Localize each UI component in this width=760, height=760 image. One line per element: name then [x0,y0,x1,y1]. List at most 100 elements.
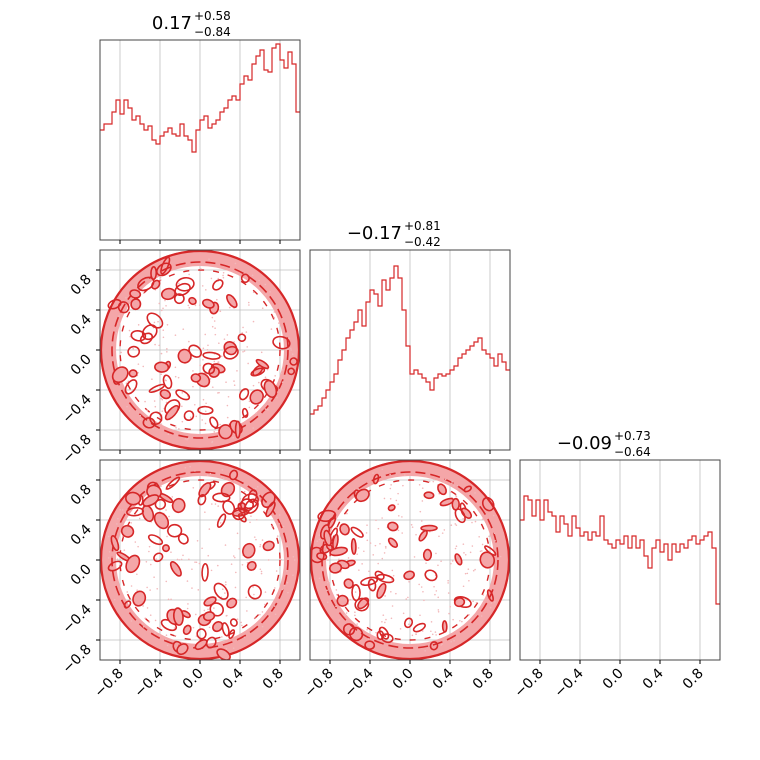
sample-point [326,589,328,592]
sample-point [165,580,168,583]
panel-title-value: −0.09 [557,433,612,454]
sample-point [201,419,204,421]
sample-point [345,612,348,614]
sample-point [225,381,227,384]
sample-point [452,618,454,621]
x-tick-label: 0.0 [600,666,627,693]
sample-point [274,587,276,589]
sample-point [267,559,270,561]
histogram-panel-2: −0.17 +0.81 −0.42 [309,219,511,451]
sample-point [199,364,201,367]
contour-island [197,493,207,506]
sample-point [474,492,476,494]
contour-island [339,523,350,536]
sample-point [260,572,263,575]
sample-point [142,605,144,607]
sample-point [160,485,162,488]
sample-point [455,524,458,526]
contour-panel-2-1 [99,249,301,451]
sample-point [148,545,151,548]
y-tick-label: 0.8 [68,482,95,509]
sample-point [292,574,294,576]
sample-point [281,369,284,371]
contour-island [351,583,361,602]
sample-point [209,378,212,380]
sample-point [170,551,172,553]
contour-island [107,560,123,572]
sample-point [166,351,168,353]
contour-island [130,330,147,342]
sample-point [479,550,482,553]
sample-point [437,609,440,611]
contour-island [249,389,264,405]
contour-island [202,611,216,622]
sample-point [202,347,205,350]
contour-island [202,351,221,360]
contour-island [387,521,399,532]
sample-point [405,598,408,600]
sample-point [443,529,446,531]
sample-point [211,316,214,319]
sample-point [210,277,213,280]
sample-point [258,279,260,282]
sample-point [219,423,221,426]
sample-point [162,307,164,310]
sample-point [286,545,288,548]
contour-island [239,498,255,512]
sample-point [221,636,223,638]
sample-point [189,465,191,468]
sample-point [470,620,472,622]
sample-point [384,545,387,548]
sample-point [241,624,243,627]
sample-point [203,609,206,612]
sample-point [148,620,151,623]
sample-point [217,505,220,507]
sample-point [146,586,148,589]
sample-point [411,634,414,637]
sample-point [217,361,219,364]
contour-island [209,416,219,429]
sample-point [494,539,496,542]
sample-point [252,320,255,323]
sample-point [292,555,295,558]
sample-point [481,543,484,546]
sample-point [397,492,399,495]
sample-point [251,274,254,277]
sample-point [182,328,185,330]
sample-point [153,576,155,579]
sample-point [160,373,163,376]
sample-point [181,392,184,394]
sample-point [382,614,385,616]
sample-point [336,593,338,596]
sample-point [259,613,261,616]
sample-point [420,586,423,588]
sample-point [383,552,386,554]
sample-point [137,324,140,326]
sample-point [499,555,502,558]
sample-point [273,605,276,607]
sample-point [260,351,263,354]
sample-point [434,593,436,596]
sample-point [252,586,254,588]
sample-point [191,587,193,589]
sample-point [189,416,192,419]
sample-point [120,351,122,354]
sample-point [422,590,424,593]
sample-point [490,602,493,604]
sample-point [252,291,255,294]
sample-point [222,276,225,279]
sample-point [471,521,473,524]
sample-point [391,605,394,607]
contour-island [129,289,142,299]
contour-island [403,570,415,581]
sample-point [128,410,131,412]
sample-point [226,404,229,407]
sample-point [181,405,183,408]
sample-point [247,301,250,304]
contour-island [376,573,395,584]
contour-ring [119,479,281,641]
sample-point [145,561,148,563]
sample-point [241,332,244,334]
sample-point [208,258,210,260]
contour-ring [119,269,281,431]
